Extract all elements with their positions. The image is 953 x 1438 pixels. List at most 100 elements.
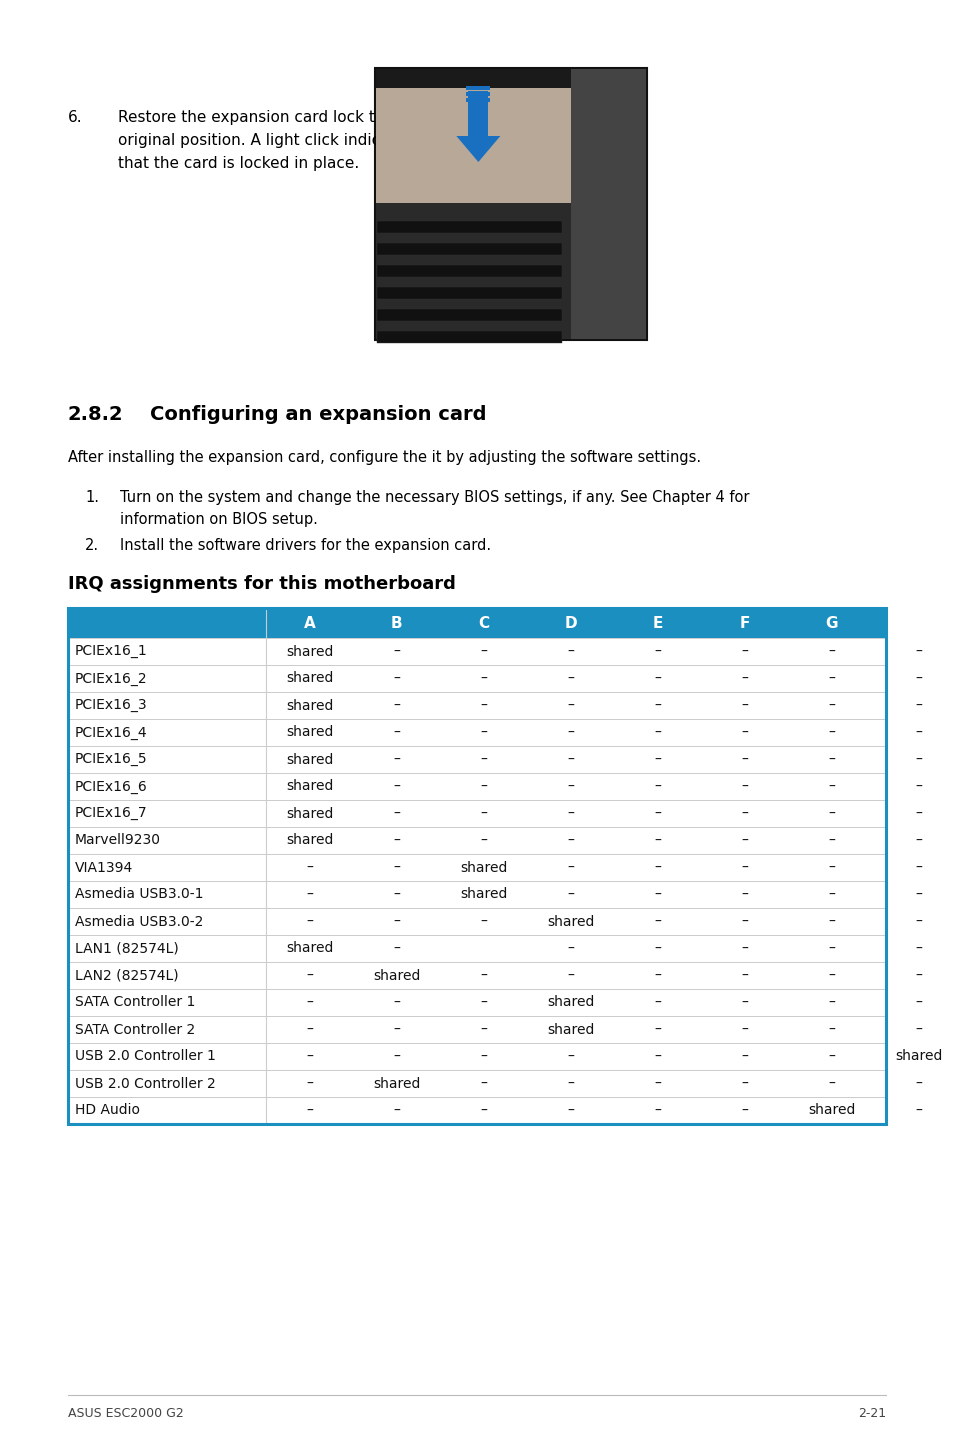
- Bar: [68, 827, 885, 854]
- Text: –: –: [740, 1103, 747, 1117]
- Text: –: –: [393, 779, 399, 794]
- Text: shared: shared: [546, 1022, 594, 1037]
- Text: G: G: [824, 615, 837, 630]
- Text: –: –: [827, 969, 834, 982]
- Text: –: –: [914, 942, 921, 955]
- Text: 1.: 1.: [85, 490, 99, 505]
- Text: –: –: [654, 1050, 660, 1064]
- Text: ASUS ESC2000 G2: ASUS ESC2000 G2: [68, 1406, 184, 1419]
- Text: –: –: [914, 915, 921, 929]
- Text: shared: shared: [286, 644, 333, 659]
- Text: shared: shared: [894, 1050, 942, 1064]
- Text: –: –: [827, 915, 834, 929]
- Text: –: –: [393, 1022, 399, 1037]
- Text: PCIEx16_5: PCIEx16_5: [75, 752, 148, 766]
- Text: –: –: [306, 995, 313, 1009]
- Text: Asmedia USB3.0-2: Asmedia USB3.0-2: [75, 915, 203, 929]
- Bar: [376, 243, 561, 255]
- Bar: [68, 935, 885, 962]
- Text: Turn on the system and change the necessary BIOS settings, if any. See Chapter 4: Turn on the system and change the necess…: [120, 490, 749, 526]
- Text: Restore the expansion card lock to its
original position. A light click indicate: Restore the expansion card lock to its o…: [118, 109, 413, 171]
- Text: –: –: [740, 969, 747, 982]
- Text: –: –: [566, 1103, 574, 1117]
- Text: –: –: [740, 942, 747, 955]
- Text: –: –: [740, 860, 747, 874]
- Text: shared: shared: [546, 915, 594, 929]
- Text: –: –: [827, 1077, 834, 1090]
- Bar: [375, 68, 646, 339]
- Text: –: –: [479, 644, 486, 659]
- Text: Marvell9230: Marvell9230: [75, 834, 161, 847]
- Bar: [376, 265, 561, 278]
- Text: –: –: [827, 942, 834, 955]
- Text: –: –: [914, 887, 921, 902]
- Text: 2-21: 2-21: [857, 1406, 885, 1419]
- Text: –: –: [654, 1103, 660, 1117]
- Text: –: –: [654, 1077, 660, 1090]
- Bar: [68, 989, 885, 1017]
- Text: –: –: [914, 752, 921, 766]
- Text: USB 2.0 Controller 2: USB 2.0 Controller 2: [75, 1077, 215, 1090]
- Text: –: –: [914, 969, 921, 982]
- Bar: [68, 1070, 885, 1097]
- Text: –: –: [566, 1050, 574, 1064]
- Text: –: –: [827, 995, 834, 1009]
- Text: HD Audio: HD Audio: [75, 1103, 140, 1117]
- Text: –: –: [306, 1050, 313, 1064]
- Text: –: –: [566, 887, 574, 902]
- Text: –: –: [479, 1103, 486, 1117]
- Text: IRQ assignments for this motherboard: IRQ assignments for this motherboard: [68, 575, 456, 592]
- Text: –: –: [827, 1050, 834, 1064]
- Text: –: –: [654, 779, 660, 794]
- Text: –: –: [654, 969, 660, 982]
- Bar: [68, 881, 885, 907]
- Text: –: –: [479, 1022, 486, 1037]
- Text: shared: shared: [807, 1103, 854, 1117]
- Text: –: –: [654, 942, 660, 955]
- Text: A: A: [303, 615, 315, 630]
- Text: –: –: [740, 915, 747, 929]
- Text: –: –: [654, 726, 660, 739]
- Text: –: –: [827, 699, 834, 712]
- Text: –: –: [479, 807, 486, 821]
- Text: –: –: [306, 1103, 313, 1117]
- Text: –: –: [479, 1050, 486, 1064]
- Text: –: –: [827, 834, 834, 847]
- Text: shared: shared: [286, 699, 333, 712]
- Text: –: –: [740, 779, 747, 794]
- Text: –: –: [654, 834, 660, 847]
- Text: USB 2.0 Controller 1: USB 2.0 Controller 1: [75, 1050, 215, 1064]
- Text: –: –: [393, 726, 399, 739]
- Text: –: –: [479, 779, 486, 794]
- Text: –: –: [914, 699, 921, 712]
- Text: LAN1 (82574L): LAN1 (82574L): [75, 942, 178, 955]
- Text: –: –: [479, 969, 486, 982]
- Text: –: –: [566, 969, 574, 982]
- Bar: [68, 800, 885, 827]
- Text: –: –: [393, 834, 399, 847]
- Text: –: –: [393, 807, 399, 821]
- Text: –: –: [914, 1022, 921, 1037]
- Text: PCIEx16_3: PCIEx16_3: [75, 699, 148, 712]
- Text: –: –: [914, 726, 921, 739]
- Bar: [376, 221, 561, 233]
- Text: –: –: [393, 1103, 399, 1117]
- Text: After installing the expansion card, configure the it by adjusting the software : After installing the expansion card, con…: [68, 450, 700, 464]
- Text: –: –: [740, 726, 747, 739]
- Text: –: –: [740, 752, 747, 766]
- Text: –: –: [479, 726, 486, 739]
- Bar: [466, 86, 490, 91]
- Text: –: –: [393, 915, 399, 929]
- Text: Install the software drivers for the expansion card.: Install the software drivers for the exp…: [120, 538, 491, 554]
- Text: –: –: [566, 644, 574, 659]
- Text: shared: shared: [373, 969, 419, 982]
- Text: –: –: [914, 672, 921, 686]
- Bar: [468, 91, 488, 137]
- Polygon shape: [456, 137, 499, 162]
- Text: –: –: [654, 887, 660, 902]
- Text: F: F: [739, 615, 749, 630]
- Bar: [68, 746, 885, 774]
- Text: Asmedia USB3.0-1: Asmedia USB3.0-1: [75, 887, 203, 902]
- Text: H: H: [911, 615, 923, 630]
- Bar: [68, 664, 885, 692]
